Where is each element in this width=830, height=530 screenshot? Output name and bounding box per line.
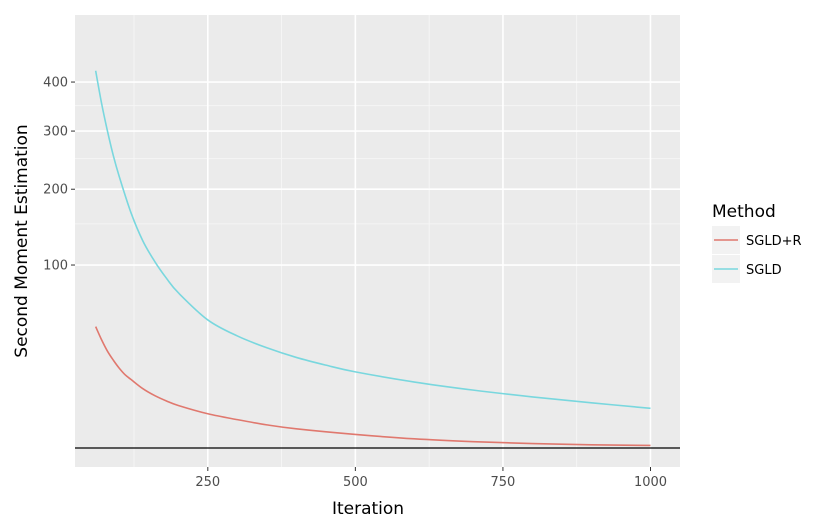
- y-axis-ticks: 100 200 300 400: [43, 76, 75, 274]
- x-axis-ticks: 250 500 750 1000: [195, 467, 667, 490]
- y-tick-label: 200: [43, 183, 68, 198]
- y-tick-label: 400: [43, 76, 68, 91]
- legend-title: Method: [712, 202, 776, 222]
- series-line-sgld: [94, 70, 651, 410]
- plot-background: [75, 15, 680, 467]
- series-line-sgld-r: [94, 326, 651, 447]
- minor-gridlines: [75, 15, 680, 467]
- y-axis-title: Second Moment Estimation: [12, 124, 32, 357]
- legend: Method SGLD+R SGLD: [712, 202, 802, 283]
- x-tick-label: 250: [195, 475, 220, 490]
- major-gridlines: [75, 15, 680, 467]
- y-tick-label: 100: [43, 259, 68, 274]
- x-tick-label: 500: [343, 475, 368, 490]
- x-tick-label: 750: [491, 475, 516, 490]
- legend-items: SGLD+R SGLD: [712, 226, 802, 283]
- legend-label-sgld-r: SGLD+R: [746, 234, 802, 249]
- x-axis-title: Iteration: [332, 499, 404, 519]
- y-tick-label: 300: [43, 125, 68, 140]
- legend-label-sgld: SGLD: [746, 263, 782, 278]
- x-tick-label: 1000: [634, 475, 667, 490]
- series-layer: [94, 70, 651, 447]
